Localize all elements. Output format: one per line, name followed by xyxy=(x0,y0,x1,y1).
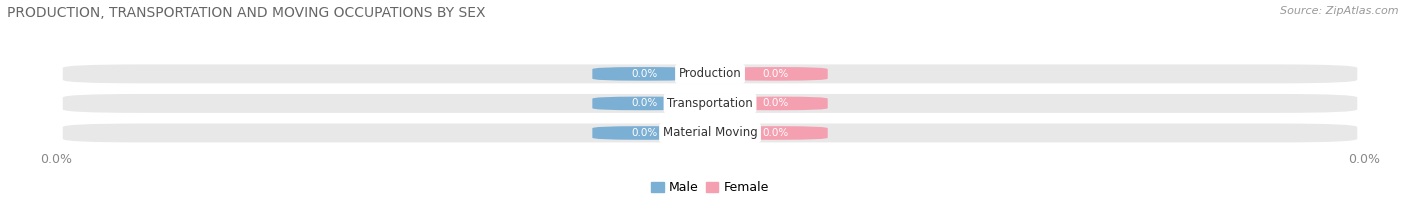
Text: 0.0%: 0.0% xyxy=(762,128,789,138)
FancyBboxPatch shape xyxy=(63,124,1357,142)
Legend: Male, Female: Male, Female xyxy=(647,176,773,197)
FancyBboxPatch shape xyxy=(723,97,828,110)
FancyBboxPatch shape xyxy=(723,67,828,81)
Text: Transportation: Transportation xyxy=(668,97,752,110)
FancyBboxPatch shape xyxy=(592,126,697,140)
Text: 0.0%: 0.0% xyxy=(631,98,658,108)
FancyBboxPatch shape xyxy=(592,67,697,81)
Text: 0.0%: 0.0% xyxy=(631,128,658,138)
Text: 0.0%: 0.0% xyxy=(631,69,658,79)
Text: 0.0%: 0.0% xyxy=(762,69,789,79)
Text: Source: ZipAtlas.com: Source: ZipAtlas.com xyxy=(1281,6,1399,16)
Text: 0.0%: 0.0% xyxy=(762,98,789,108)
FancyBboxPatch shape xyxy=(592,97,697,110)
Text: Material Moving: Material Moving xyxy=(662,126,758,139)
Text: Production: Production xyxy=(679,67,741,80)
Text: PRODUCTION, TRANSPORTATION AND MOVING OCCUPATIONS BY SEX: PRODUCTION, TRANSPORTATION AND MOVING OC… xyxy=(7,6,485,20)
FancyBboxPatch shape xyxy=(63,94,1357,113)
FancyBboxPatch shape xyxy=(723,126,828,140)
FancyBboxPatch shape xyxy=(63,64,1357,83)
